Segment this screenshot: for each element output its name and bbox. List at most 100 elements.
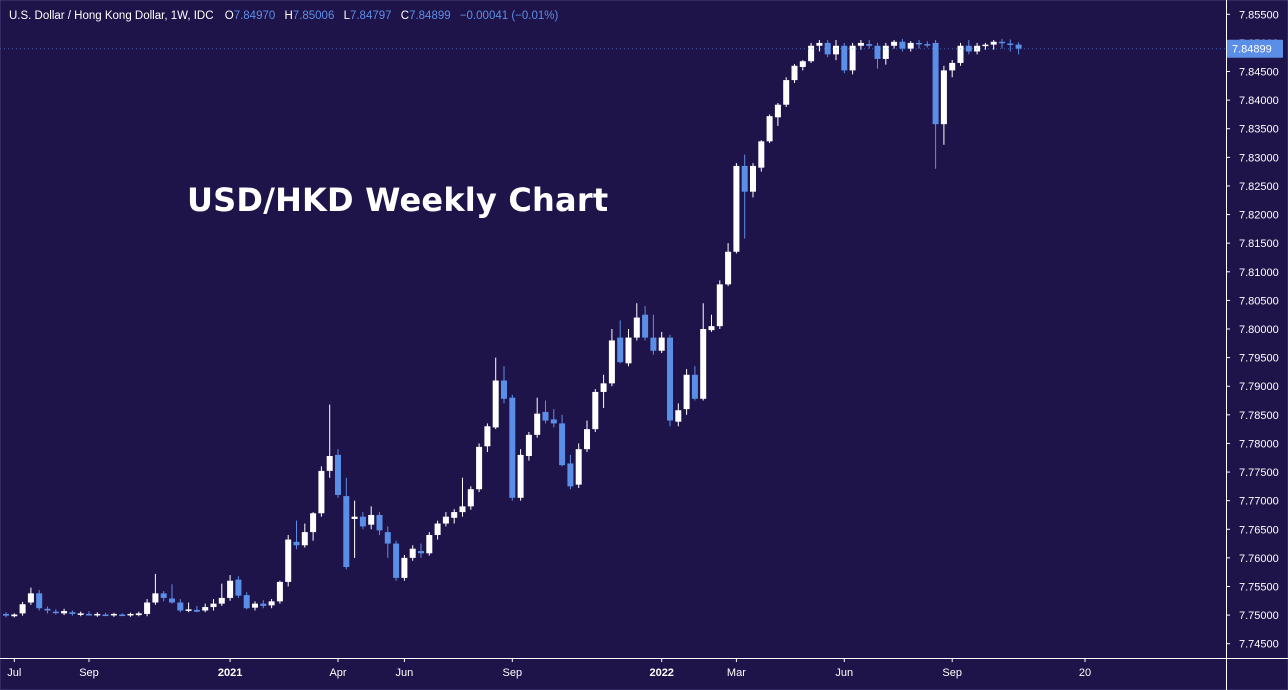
candle <box>559 414 566 467</box>
candle <box>393 540 400 581</box>
candle <box>467 486 474 510</box>
candle-body <box>268 601 275 606</box>
candle-body <box>766 116 773 142</box>
candle <box>999 38 1005 49</box>
candle <box>849 42 856 75</box>
candle-body <box>434 523 441 535</box>
candle <box>119 613 126 617</box>
candle-body <box>799 61 806 67</box>
candle-body <box>318 470 325 514</box>
candle-body <box>708 326 715 331</box>
candle-body <box>874 45 881 59</box>
candle-body <box>667 337 673 421</box>
candle-body <box>160 593 167 598</box>
candle-body <box>227 580 234 598</box>
candle-body <box>252 603 258 608</box>
candle <box>110 612 117 617</box>
candle <box>592 389 599 432</box>
chart-header: U.S. Dollar / Hong Kong Dollar, 1W, IDC … <box>9 10 558 22</box>
candle <box>451 509 458 524</box>
candle <box>990 40 997 50</box>
candle-body <box>442 516 449 524</box>
candle <box>733 163 740 254</box>
candle-body <box>907 42 914 49</box>
candle-body <box>110 613 117 616</box>
x-axis: Jul Sep 2021 Apr Jun Sep 2022 Mar Jun Sep 20 <box>7 658 1091 679</box>
y-tick-label: 7.79000 <box>1239 381 1279 393</box>
candle <box>476 443 483 493</box>
candle <box>501 366 507 404</box>
candle-body <box>774 104 781 118</box>
candle <box>368 506 375 530</box>
candle-body <box>990 41 997 45</box>
candle-body <box>52 611 59 614</box>
candle <box>160 591 167 602</box>
candle-body <box>824 42 831 55</box>
candle-body <box>102 614 109 617</box>
low-label: L <box>343 10 350 22</box>
candle-body <box>857 42 864 46</box>
candle <box>841 42 848 74</box>
candle <box>326 404 333 478</box>
candle-body <box>974 45 981 52</box>
candle <box>683 369 690 415</box>
candle <box>575 443 582 489</box>
candle-body <box>932 42 939 125</box>
candle-body <box>293 541 300 546</box>
candle <box>3 612 9 618</box>
candle-body <box>517 454 524 498</box>
candle-body <box>426 534 433 554</box>
candle <box>965 40 972 55</box>
candle <box>260 600 267 609</box>
candle <box>891 40 898 49</box>
candle <box>243 592 250 610</box>
candle-body <box>119 614 126 617</box>
candle <box>459 477 466 517</box>
candle <box>957 42 964 66</box>
candle-body <box>243 595 250 609</box>
candle-body <box>650 337 657 351</box>
candle <box>940 65 947 145</box>
candle-body <box>940 70 947 125</box>
candle-body <box>310 513 317 533</box>
candle <box>376 512 383 535</box>
candle <box>285 534 292 587</box>
candle-body <box>584 429 590 450</box>
candle-body <box>741 165 748 192</box>
candle-body <box>351 516 358 519</box>
candle <box>210 599 217 611</box>
candle-body <box>750 165 756 192</box>
candle-body <box>185 609 192 611</box>
candle-body <box>467 489 474 507</box>
candle-body <box>492 380 499 428</box>
candle <box>94 612 101 617</box>
x-tick-label: Jun <box>835 667 853 679</box>
candle <box>758 140 765 172</box>
candle-body <box>86 613 92 616</box>
candle-body <box>916 42 922 45</box>
candle-body <box>326 456 333 471</box>
candle-body <box>301 532 308 546</box>
candle <box>177 599 184 613</box>
candle <box>418 543 424 558</box>
candle-body <box>617 337 624 363</box>
change-value: −0.00041 (−0.01%) <box>459 10 559 22</box>
last-price-box <box>1227 39 1283 58</box>
candle-body <box>260 603 267 606</box>
y-tick-label: 7.75500 <box>1239 581 1279 593</box>
candle <box>974 42 981 55</box>
candle <box>351 500 358 558</box>
candle-body <box>285 539 292 582</box>
candle-body <box>335 454 341 495</box>
candle-body <box>658 337 665 351</box>
candle <box>135 611 142 617</box>
x-tick-label: Apr <box>329 667 346 679</box>
candle <box>916 40 922 49</box>
candle-body <box>725 251 732 285</box>
y-tick-label: 7.79500 <box>1239 353 1279 365</box>
candle-body <box>592 391 599 430</box>
x-tick-label: 2022 <box>649 667 673 679</box>
candle-body <box>376 514 383 531</box>
candle <box>202 603 209 613</box>
